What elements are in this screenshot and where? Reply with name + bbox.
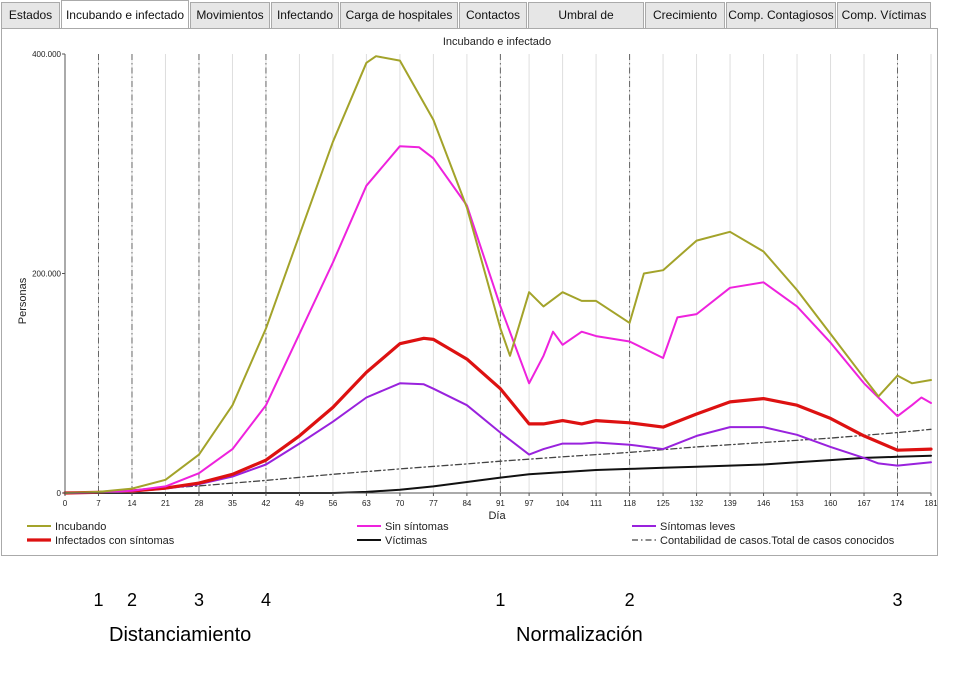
series-line-2 xyxy=(64,382,932,494)
tab-9[interactable]: Comp. Víctimas xyxy=(837,2,931,28)
x-tick-label: 35 xyxy=(228,499,237,508)
phase-marker-number: 2 xyxy=(624,590,635,610)
x-tick-label: 139 xyxy=(723,499,737,508)
x-tick-label: 146 xyxy=(757,499,771,508)
tab-2[interactable]: Movimientos xyxy=(190,2,270,28)
x-tick-label: 0 xyxy=(63,499,68,508)
legend-label-1: Sin síntomas xyxy=(385,521,449,533)
tab-bar: Estados Incubando e infectado Movimientos I… xyxy=(0,0,960,46)
chart-title: Incubando e infectado xyxy=(443,36,551,48)
legend-label-2: Síntomas leves xyxy=(660,521,736,533)
phase-marker-number: 1 xyxy=(495,590,506,610)
x-tick-label: 28 xyxy=(195,499,204,508)
x-tick-label: 63 xyxy=(362,499,371,508)
y-tick-label: 0 xyxy=(57,489,62,498)
legend-label-4: Víctimas xyxy=(385,535,428,547)
series-line-3 xyxy=(63,336,933,495)
tab-5[interactable]: Contactos xyxy=(459,2,527,28)
phase-label: Distanciamiento xyxy=(109,624,252,646)
x-tick-label: 49 xyxy=(295,499,304,508)
tab-3[interactable]: Infectando xyxy=(271,2,339,28)
x-tick-label: 42 xyxy=(261,499,270,508)
x-tick-label: 125 xyxy=(656,499,670,508)
phase-label: Normalización xyxy=(516,624,643,646)
series-line-4 xyxy=(64,454,932,494)
legend-label-5: Contabilidad de casos.Total de casos con… xyxy=(660,535,895,547)
x-tick-label: 174 xyxy=(891,499,905,508)
phase-marker-number: 2 xyxy=(126,590,137,610)
x-tick-label: 181 xyxy=(924,499,937,508)
tab-0[interactable]: Estados xyxy=(1,2,60,28)
x-axis-label: Día xyxy=(488,510,506,522)
tab-6[interactable]: Umbral de Inmunidad xyxy=(528,2,644,46)
x-tick-label: 104 xyxy=(556,499,570,508)
phase-marker-number: 3 xyxy=(193,590,204,610)
tab-4[interactable]: Carga de hospitales xyxy=(340,2,458,28)
x-tick-label: 167 xyxy=(857,499,871,508)
x-tick-label: 118 xyxy=(623,499,636,508)
x-tick-label: 56 xyxy=(328,499,337,508)
chart-panel: Incubando e infectado Personas Día 0 7 14 2… xyxy=(1,28,938,556)
x-tick-label: 77 xyxy=(429,499,438,508)
phase-marker-number: 1 xyxy=(93,590,104,610)
x-tick-label: 91 xyxy=(496,499,505,508)
tab-7[interactable]: Crecimiento xyxy=(645,2,725,28)
x-tick-label: 7 xyxy=(96,499,101,508)
legend-label-3: Infectados con síntomas xyxy=(55,535,175,547)
line-chart: Incubando e infectado Personas Día 0 7 14 2… xyxy=(17,36,938,547)
y-tick-label: 200.000 xyxy=(32,270,61,279)
x-tick-label: 132 xyxy=(690,499,704,508)
series-line-0 xyxy=(64,55,932,494)
x-tick-label: 70 xyxy=(395,499,404,508)
series-line-1 xyxy=(64,145,932,494)
legend-label-0: Incubando xyxy=(55,521,106,533)
x-tick-label: 153 xyxy=(790,499,804,508)
y-axis-label: Personas xyxy=(17,277,29,324)
x-tick-label: 97 xyxy=(525,499,534,508)
phase-marker-number: 4 xyxy=(260,590,271,610)
x-tick-label: 21 xyxy=(161,499,170,508)
x-tick-label: 84 xyxy=(462,499,471,508)
phase-marker-number: 3 xyxy=(892,590,903,610)
x-tick-label: 160 xyxy=(824,499,838,508)
x-tick-label: 111 xyxy=(590,499,603,508)
y-tick-label: 400.000 xyxy=(32,50,61,59)
tab-8[interactable]: Comp. Contagiosos xyxy=(726,2,836,28)
x-tick-label: 14 xyxy=(128,499,137,508)
tab-1[interactable]: Incubando e infectado xyxy=(61,0,189,30)
